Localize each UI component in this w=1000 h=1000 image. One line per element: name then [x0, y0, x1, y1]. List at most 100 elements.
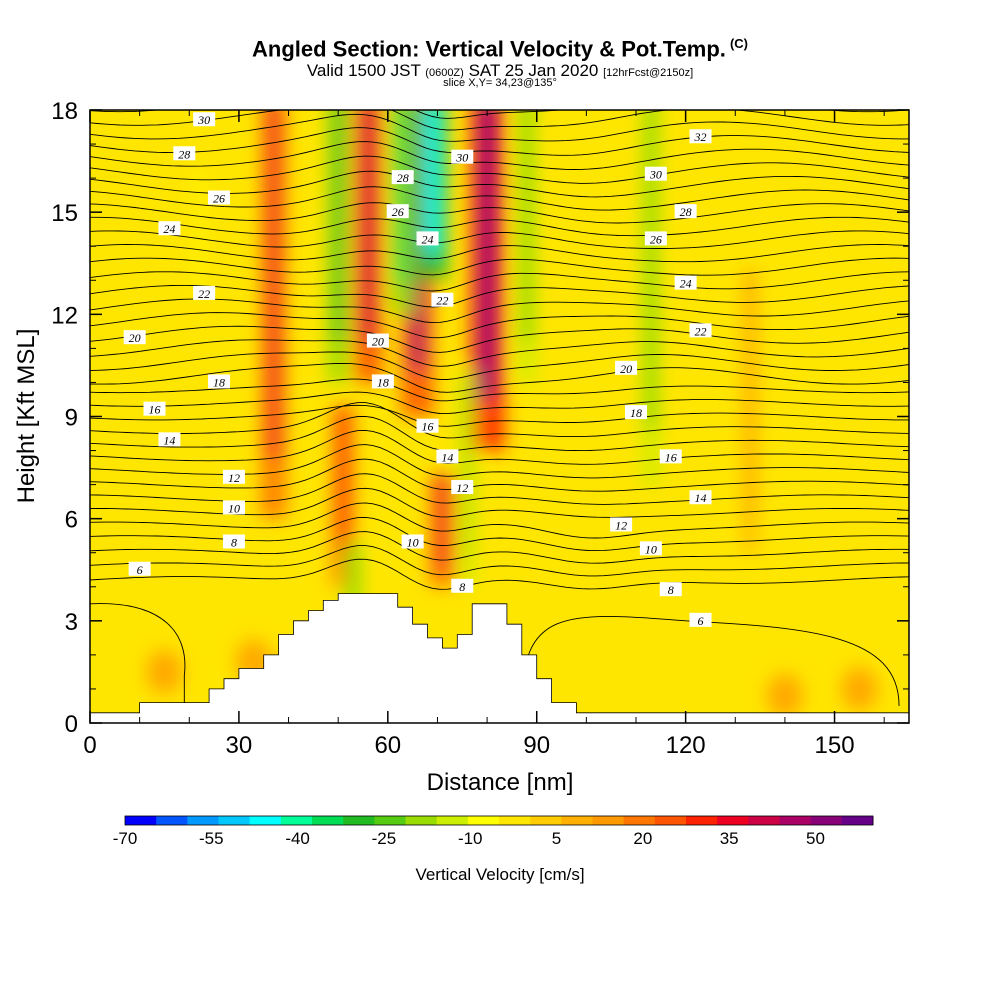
- theta-label-bg: [386, 204, 409, 219]
- theta-isoline: [90, 362, 909, 393]
- theta-label-text: 16: [665, 450, 677, 464]
- valid-utc: (0600Z): [425, 67, 464, 79]
- theta-label-bg: [371, 374, 394, 389]
- colorbar-swatch: [530, 816, 562, 825]
- theta-label: 26: [386, 204, 409, 219]
- theta-label-text: 22: [695, 324, 707, 338]
- y-tick-label: 9: [65, 405, 78, 432]
- theta-isoline: [90, 110, 909, 131]
- theta-label-bg: [451, 149, 474, 164]
- theta-label: 20: [366, 333, 389, 349]
- colorbar-swatch: [436, 816, 469, 825]
- downdraft-band-core: [425, 110, 440, 255]
- theta-label-bg: [416, 418, 439, 433]
- theta-contours: [90, 110, 909, 706]
- theta-label-bg: [143, 401, 166, 416]
- theta-isoline: [521, 615, 900, 706]
- theta-label-bg: [193, 112, 216, 127]
- theta-label-text: 26: [213, 192, 225, 206]
- theta-label-text: 28: [680, 205, 692, 219]
- theta-isoline: [90, 257, 909, 276]
- theta-isoline: [90, 155, 909, 184]
- theta-label-bg: [222, 469, 245, 484]
- theta-label-text: 30: [197, 113, 210, 127]
- axes: 0 30 60 90 120 150 0 3 6 9 12 15 18: [51, 98, 909, 759]
- title-text: Angled Section: Vertical Velocity & Pot.…: [252, 36, 726, 62]
- colorbar-label: Vertical Velocity [cm/s]: [415, 865, 584, 884]
- terrain: [89, 593, 910, 724]
- x-tick-label: 60: [374, 732, 401, 759]
- colorbar-swatch: [592, 816, 625, 825]
- theta-label: 16: [659, 449, 682, 464]
- colorbar-tick-label: -25: [372, 829, 397, 848]
- y-tick-label: 3: [65, 609, 78, 636]
- theta-isoline: [90, 429, 909, 465]
- colorbar-swatch: [779, 816, 812, 825]
- theta-label-text: 6: [698, 614, 704, 628]
- theta-label-text: 14: [441, 450, 453, 464]
- y-axis-label: Height [Kft MSL]: [13, 329, 40, 504]
- theta-label-bg: [391, 170, 414, 185]
- theta-label-bg: [436, 449, 459, 464]
- theta-label-bg: [173, 146, 196, 161]
- theta-label-bg: [208, 190, 231, 205]
- colorbar: -70 -55 -40 -25 -10 5 20 35 50: [113, 815, 874, 848]
- theta-label-bg: [128, 561, 151, 576]
- theta-label-text: 30: [649, 168, 662, 182]
- slice-info: slice X,Y= 34,23@135°: [443, 77, 557, 89]
- forecast-info: [12hrFcst@2150z]: [603, 67, 694, 79]
- theta-label: 16: [416, 418, 439, 434]
- theta-label: 8: [659, 582, 682, 597]
- colorbar-swatch: [810, 816, 843, 825]
- colorbar-swatch: [654, 816, 687, 825]
- colorbar-swatch: [841, 816, 874, 825]
- theta-isoline: [90, 415, 909, 452]
- colorbar-swatch: [467, 816, 500, 825]
- theta-label-bg: [659, 449, 682, 464]
- theta-label-bg: [610, 517, 633, 532]
- theta-label-text: 16: [422, 420, 434, 434]
- theta-label-bg: [431, 292, 454, 307]
- colorbar-swatch: [374, 816, 406, 825]
- theta-label-text: 14: [695, 491, 707, 505]
- colorbar-swatch: [405, 816, 438, 825]
- chart-title: Angled Section: Vertical Velocity & Pot.…: [0, 36, 1000, 62]
- colorbar-swatch: [561, 816, 593, 825]
- theta-label-bg: [639, 541, 662, 556]
- theta-label-bg: [689, 612, 712, 627]
- theta-isoline: [90, 271, 909, 292]
- theta-label: 28: [674, 204, 697, 219]
- theta-label: 28: [173, 146, 196, 161]
- theta-label-text: 10: [645, 542, 657, 556]
- downdraft-band-core: [333, 110, 343, 342]
- theta-label-text: 12: [615, 518, 627, 532]
- theta-label-text: 24: [163, 222, 175, 236]
- surface-updraft-patch: [841, 666, 878, 711]
- theta-isoline: [90, 113, 909, 142]
- y-tick-label: 15: [51, 200, 78, 227]
- theta-isoline: [90, 391, 909, 415]
- field-shading: [146, 110, 878, 718]
- downdraft-band-core: [522, 110, 531, 342]
- theta-isoline: [90, 216, 909, 237]
- colorbar-tick-label: 35: [720, 829, 739, 848]
- theta-label: 14: [158, 432, 181, 447]
- theta-label-text: 20: [372, 335, 384, 349]
- theta-isoline: [90, 244, 909, 263]
- colorbar-tick-label: -10: [458, 829, 483, 848]
- theta-label: 16: [143, 401, 166, 417]
- theta-label-text: 16: [149, 403, 161, 417]
- colorbar-swatch: [312, 816, 344, 825]
- theta-label-text: 24: [422, 232, 434, 246]
- theta-isoline: [90, 531, 909, 564]
- y-tick-label: 12: [51, 302, 78, 329]
- downdraft-band-core: [646, 110, 655, 429]
- theta-isoline: [90, 404, 909, 427]
- colorbar-tick-label: -40: [285, 829, 310, 848]
- theta-label: 6: [689, 612, 712, 628]
- theta-label: 8: [451, 578, 474, 594]
- colorbar-swatch: [125, 816, 157, 825]
- surface-updraft-patch: [146, 649, 183, 694]
- theta-label: 10: [222, 500, 245, 515]
- theta-label-text: 28: [178, 147, 190, 161]
